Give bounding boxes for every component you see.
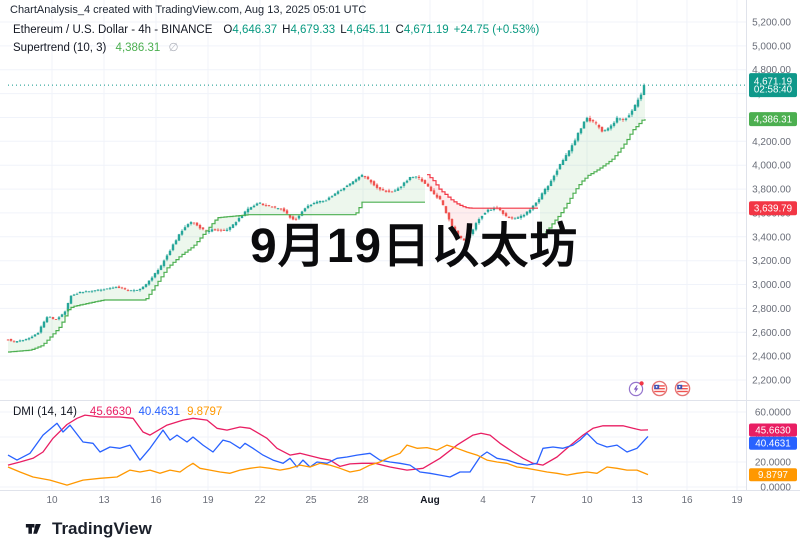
tradingview-wordmark: TradingView xyxy=(52,518,152,538)
price-tick-label: 4,200.00 xyxy=(752,137,791,148)
svg-text:45.6630: 45.6630 xyxy=(755,425,791,436)
ohlc-low-label: L xyxy=(340,24,347,36)
grid-lines xyxy=(0,0,746,490)
ohlc-open-value: 4,646.37 xyxy=(232,24,278,36)
supertrend-name: Supertrend (10, 3) xyxy=(13,42,107,54)
time-tick-label: 13 xyxy=(98,495,110,506)
svg-text:4,386.31: 4,386.31 xyxy=(754,114,792,125)
time-tick-label: 16 xyxy=(681,495,693,506)
supertrend-lines xyxy=(8,119,646,353)
change-value: +24.75 (+0.53%) xyxy=(453,24,540,36)
time-tick-label: 10 xyxy=(581,495,593,506)
time-axis-labels: 10 13 16 19 22 25 28 Aug 4 7 10 13 16 19 xyxy=(46,495,743,506)
last-price-badge xyxy=(749,73,797,98)
time-tick-label: 22 xyxy=(254,495,266,506)
svg-text:4,671.19: 4,671.19 xyxy=(754,76,792,87)
hidden-values-marker-icon: ∅ xyxy=(168,42,179,54)
dmi-plus-di-badge xyxy=(749,436,797,450)
supertrend-fills xyxy=(8,85,645,352)
boost-lightning-icon[interactable] xyxy=(628,380,645,397)
time-tick-label: 25 xyxy=(305,495,317,506)
supertrend-legend: Supertrend (10, 3) 4,386.31 ∅ xyxy=(13,40,179,54)
time-tick-label: 19 xyxy=(731,495,743,506)
price-tick-label: 2,800.00 xyxy=(752,304,791,315)
price-tick-label: 3,000.00 xyxy=(752,280,791,291)
pane-separators xyxy=(0,0,800,491)
ohlc-low-value: 4,645.11 xyxy=(346,24,391,36)
dmi-lines xyxy=(7,414,649,486)
supertrend-value: 4,386.31 xyxy=(115,42,161,54)
dmi-name: DMI (14, 14) xyxy=(13,406,77,418)
candles xyxy=(6,83,646,343)
svg-text:3,639.79: 3,639.79 xyxy=(754,204,792,215)
svg-text:02:58:40: 02:58:40 xyxy=(754,84,793,95)
dmi-tick-label: 60.0000 xyxy=(755,408,792,419)
ohlc-high-value: 4,679.33 xyxy=(290,24,336,36)
price-tick-label: 3,200.00 xyxy=(752,256,791,267)
us-flag-coin-icon[interactable] xyxy=(674,380,691,397)
time-tick-label: 28 xyxy=(357,495,369,506)
price-tick-label: 3,800.00 xyxy=(752,185,791,196)
ohlc-close-label: C xyxy=(395,24,404,36)
time-tick-label: 4 xyxy=(480,495,486,506)
price-tick-label: 2,200.00 xyxy=(752,376,791,387)
time-tick-label: Aug xyxy=(420,495,439,506)
time-tick-label: 10 xyxy=(46,495,58,506)
price-tick-label: 4,800.00 xyxy=(752,65,791,76)
symbol-legend: Ethereum / U.S. Dollar - 4h - BINANCE O4,… xyxy=(13,24,539,36)
time-tick-label: 7 xyxy=(530,495,536,506)
symbol-description: Ethereum / U.S. Dollar - 4h - BINANCE xyxy=(13,24,213,36)
dmi-adx-badge xyxy=(749,423,797,437)
time-tick-label: 19 xyxy=(202,495,214,506)
time-tick-label: 16 xyxy=(150,495,162,506)
svg-text:40.4631: 40.4631 xyxy=(755,439,790,450)
dmi-minus-di-value: 9.8797 xyxy=(187,406,223,418)
time-tick-label: 13 xyxy=(631,495,643,506)
dmi-plus-di-value: 40.4631 xyxy=(138,406,181,418)
tradingview-icon xyxy=(25,524,41,534)
ohlc-close-value: 4,671.19 xyxy=(403,24,449,36)
overlay-text: 9月19日以太坊 xyxy=(250,220,579,273)
price-tick-label: 2,600.00 xyxy=(752,328,791,339)
dmi-minus-di-badge xyxy=(749,468,797,482)
dmi-tick-label: 0.0000 xyxy=(760,483,791,494)
us-flag-coin-icon[interactable] xyxy=(651,380,668,397)
ohlc-high-label: H xyxy=(282,24,291,36)
attribution-text: ChartAnalysis_4 created with TradingView… xyxy=(10,4,367,16)
price-tick-label: 4,000.00 xyxy=(752,161,791,172)
price-tick-label: 3,400.00 xyxy=(752,232,791,243)
price-tick-label: 5,200.00 xyxy=(752,18,791,29)
price-tick-label: 2,400.00 xyxy=(752,352,791,363)
price-tick-label: 5,000.00 xyxy=(752,41,791,52)
dmi-adx-value: 45.6630 xyxy=(89,406,132,418)
reaction-icons xyxy=(628,380,691,397)
dmi-tick-label: 20.0000 xyxy=(755,458,792,469)
svg-text:9.8797: 9.8797 xyxy=(758,470,788,481)
supertrend-up-badge xyxy=(749,112,797,127)
supertrend-down-badge xyxy=(749,201,797,216)
tradingview-logo[interactable]: TradingView xyxy=(24,518,152,539)
ohlc-open-label: O xyxy=(223,24,233,36)
dmi-legend: DMI (14, 14) 45.6630 40.4631 9.8797 xyxy=(13,406,222,418)
